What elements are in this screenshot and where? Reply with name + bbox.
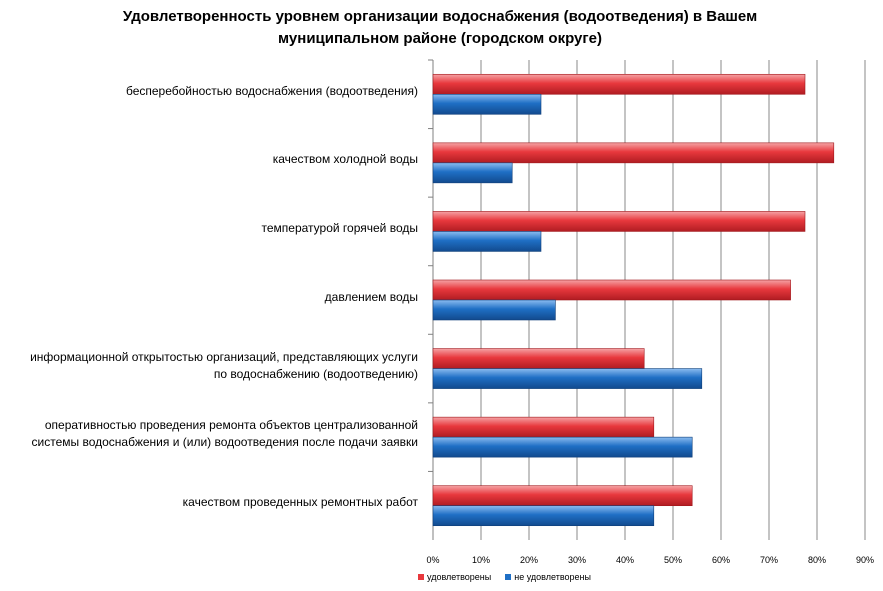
bar-not-satisfied <box>432 436 693 458</box>
bar-satisfied <box>432 73 806 95</box>
legend-item-not-satisfied: не удовлетворены <box>505 572 591 582</box>
bar-not-satisfied <box>432 162 513 184</box>
category-label: качеством холодной воды <box>0 151 418 168</box>
bar-satisfied <box>432 279 791 301</box>
category-label-line: температурой горячей воды <box>261 220 419 235</box>
category-label-line: бесперебойностью водоснабжения (водоотве… <box>125 83 418 98</box>
x-tick-label: 80% <box>808 555 826 565</box>
category-label-line: давлением воды <box>324 289 418 304</box>
category-label: информационной открытостью организаций, … <box>0 349 418 383</box>
chart-title-line-2: муниципальном районе (городском округе) <box>278 30 602 47</box>
legend-swatch-satisfied <box>418 574 424 580</box>
category-label-line: качеством проведенных ремонтных работ <box>182 495 418 510</box>
legend-swatch-not-satisfied <box>505 574 512 580</box>
x-tick-label: 60% <box>712 555 730 565</box>
bar-not-satisfied <box>432 93 542 115</box>
x-tick-label: 30% <box>568 555 586 565</box>
category-label: бесперебойностью водоснабжения (водоотве… <box>0 83 418 100</box>
category-label: температурой горячей воды <box>0 220 419 237</box>
bar-not-satisfied <box>432 299 556 321</box>
bar-not-satisfied <box>432 505 655 527</box>
x-tick-label: 20% <box>520 555 538 565</box>
category-label-line: качеством холодной воды <box>272 152 418 167</box>
bar-not-satisfied <box>432 231 542 252</box>
chart-title: Удовлетворенность уровнем организации во… <box>40 6 840 50</box>
legend-label-satisfied: удовлетворены <box>427 572 492 582</box>
category-label-line: системы водоснабжения и (или) водоотведе… <box>31 435 418 450</box>
category-label-line: по водоснабжению (водоотведению) <box>213 366 418 381</box>
category-label-line: информационной открытостью организаций, … <box>30 349 418 364</box>
x-tick-label: 70% <box>760 555 778 565</box>
legend-label-not-satisfied: не удовлетворены <box>514 572 591 582</box>
x-tick-label: 10% <box>472 555 490 565</box>
chart-title-line-1: Удовлетворенность уровнем организации во… <box>122 8 758 25</box>
legend: удовлетворены не удовлетворены <box>418 572 591 582</box>
bar-satisfied <box>432 485 693 507</box>
x-tick-label: 40% <box>616 555 634 565</box>
bar-satisfied <box>432 348 645 369</box>
category-label-line: оперативностью проведения ремонта объект… <box>44 418 418 433</box>
x-tick-label: 90% <box>856 555 874 565</box>
category-label: оперативностью проведения ремонта объект… <box>0 417 418 451</box>
category-label: давлением воды <box>0 289 418 306</box>
x-tick-label: 0% <box>426 555 439 565</box>
legend-item-satisfied: удовлетворены <box>418 572 491 582</box>
category-label: качеством проведенных ремонтных работ <box>0 494 418 511</box>
bar-satisfied <box>432 416 655 438</box>
x-tick-label: 50% <box>664 555 682 565</box>
bar-satisfied <box>432 142 835 164</box>
bar-satisfied <box>432 211 806 232</box>
bar-not-satisfied <box>432 368 703 389</box>
